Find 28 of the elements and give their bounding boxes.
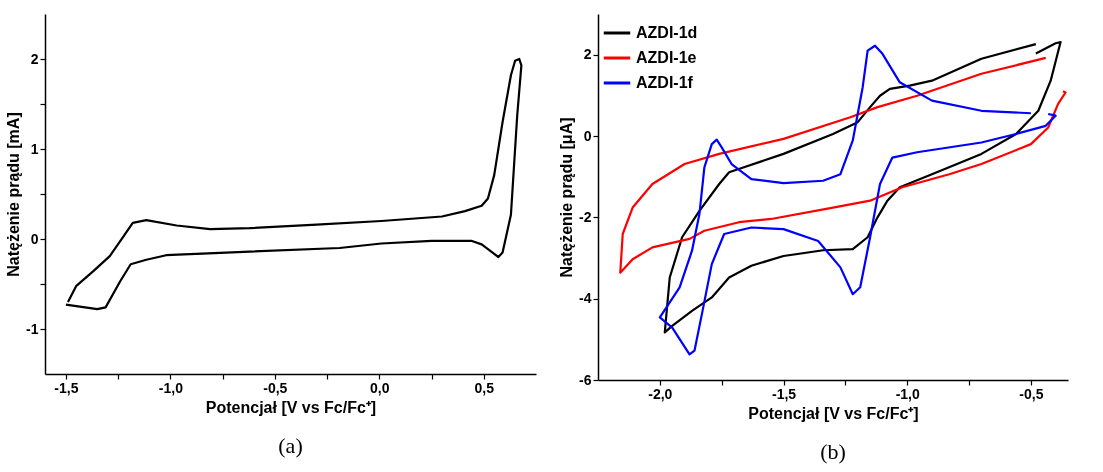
- text: (b): [820, 439, 846, 464]
- x-tick-label: -1,5: [54, 379, 79, 396]
- legend-label: AZDI-1f: [636, 74, 694, 91]
- legend-label: AZDI-1e: [636, 49, 697, 66]
- y-tick-label: 2: [30, 50, 39, 67]
- x-tick-label: 0,5: [474, 379, 495, 396]
- x-tick-label: 0,0: [370, 379, 390, 396]
- x-axis-title: Potencjał [V vs Fc/Fc⁺]: [748, 404, 919, 422]
- x-tick-label: -0,5: [1019, 385, 1044, 402]
- y-tick-label: -4: [579, 290, 592, 307]
- text: (a): [278, 433, 303, 458]
- x-tick-label: -2,0: [648, 385, 673, 402]
- y-axis-title: Natężenie prądu [μA]: [558, 117, 576, 278]
- y-tick-label: 1: [30, 140, 39, 157]
- x-tick-label: -1,0: [158, 379, 184, 396]
- x-axis-title: Potencjał [V vs Fc/Fc⁺]: [205, 398, 377, 416]
- y-tick-label: -1: [26, 320, 39, 337]
- legend-label: AZDI-1d: [636, 24, 698, 41]
- y-axis-title: Natężenie prądu [mA]: [5, 112, 23, 277]
- y-tick-label: 0: [583, 127, 592, 144]
- line-series: [64, 57, 523, 311]
- y-tick-label: -2: [579, 208, 592, 225]
- x-tick-label: -0,5: [263, 379, 288, 396]
- x-tick-label: -1,5: [771, 385, 797, 402]
- y-tick-label: -6: [579, 371, 592, 388]
- y-tick-label: 0: [30, 230, 39, 247]
- x-tick-label: -1,0: [895, 385, 920, 402]
- y-tick-label: 2: [583, 46, 592, 63]
